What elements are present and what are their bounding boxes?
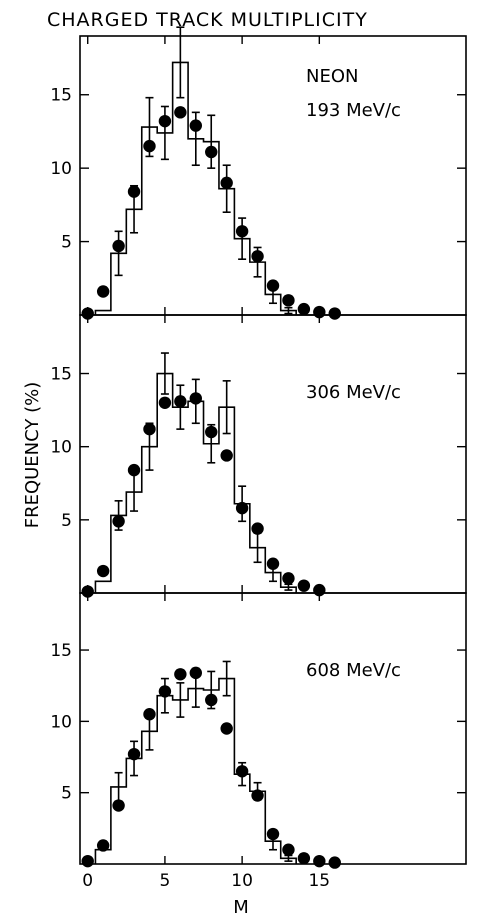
data-point <box>297 852 311 865</box>
panel-label: 608 MeV/c <box>306 660 401 681</box>
panel-frame <box>79 35 467 316</box>
data-point <box>235 225 249 238</box>
panel-2: 5 10 15 306 MeV/c <box>50 314 467 598</box>
x-tick-label: 10 <box>231 871 253 891</box>
data-point <box>297 302 311 316</box>
x-tick-label: 0 <box>82 871 93 891</box>
panel-3: 5 10 15 0 5 10 15 608 MeV/c <box>50 592 467 891</box>
panel-label: NEON <box>306 66 358 87</box>
panel-label: 306 MeV/c <box>306 382 401 403</box>
data-point <box>282 572 295 585</box>
panel-label: 193 MeV/c <box>306 100 401 121</box>
data-point <box>251 522 264 535</box>
data-point <box>143 422 156 436</box>
y-tick-label: 10 <box>50 159 72 179</box>
y-tick-label: 5 <box>61 784 72 804</box>
data-point <box>158 114 172 128</box>
data-point <box>81 854 94 868</box>
data-point <box>112 239 125 253</box>
data-point <box>235 501 249 515</box>
data-point <box>282 843 295 856</box>
panel-frame <box>79 314 467 594</box>
y-tick-label: 10 <box>50 438 72 458</box>
y-tick-label: 10 <box>50 712 72 732</box>
data-point <box>158 685 172 698</box>
data-point <box>158 396 172 409</box>
data-point <box>81 585 94 598</box>
data-point <box>282 294 295 307</box>
data-point <box>297 579 311 592</box>
data-point <box>189 392 202 405</box>
x-tick-label: 5 <box>160 871 171 891</box>
y-tick-label: 15 <box>50 365 72 385</box>
chart-title: CHARGED TRACK MULTIPLICITY <box>47 9 368 31</box>
data-point <box>266 827 280 841</box>
x-axis-label: M <box>233 897 249 918</box>
panel-frame <box>79 592 467 865</box>
data-point <box>174 106 187 119</box>
data-point <box>174 668 187 681</box>
y-tick-label: 15 <box>50 641 72 661</box>
histogram-series <box>94 61 297 315</box>
data-point <box>143 139 156 153</box>
data-point <box>96 839 110 852</box>
data-point <box>112 515 125 528</box>
data-point <box>205 145 218 159</box>
panels: 5 10 15 NEON 193 MeV/c 5 10 15 306 MeV/c 5 10 15 0 5 1… <box>50 26 467 891</box>
data-point <box>81 307 94 320</box>
data-point <box>189 119 202 132</box>
panel-1: 5 10 15 NEON 193 MeV/c <box>50 26 467 320</box>
data-point <box>127 185 141 198</box>
data-point <box>235 765 249 778</box>
data-point <box>220 449 233 462</box>
data-point <box>205 693 218 707</box>
data-point <box>96 285 110 298</box>
data-point <box>266 279 280 292</box>
x-tick-label: 15 <box>308 871 330 891</box>
data-point <box>112 799 125 812</box>
data-point <box>220 176 233 190</box>
data-point <box>174 395 187 408</box>
data-point <box>251 250 264 263</box>
data-point <box>328 307 341 320</box>
y-tick-label: 5 <box>61 511 72 531</box>
y-tick-label: 5 <box>61 233 72 253</box>
data-point <box>205 425 218 439</box>
data-point <box>143 708 156 721</box>
data-point <box>127 463 141 477</box>
data-point <box>220 722 233 735</box>
data-point <box>251 789 264 802</box>
data-point <box>313 854 326 868</box>
y-axis-label: FREQUENCY (%) <box>22 382 43 529</box>
data-point <box>328 856 341 869</box>
data-point <box>266 557 280 570</box>
data-point <box>96 564 110 578</box>
y-tick-label: 15 <box>50 86 72 106</box>
data-point <box>189 666 202 680</box>
data-point <box>127 747 141 761</box>
